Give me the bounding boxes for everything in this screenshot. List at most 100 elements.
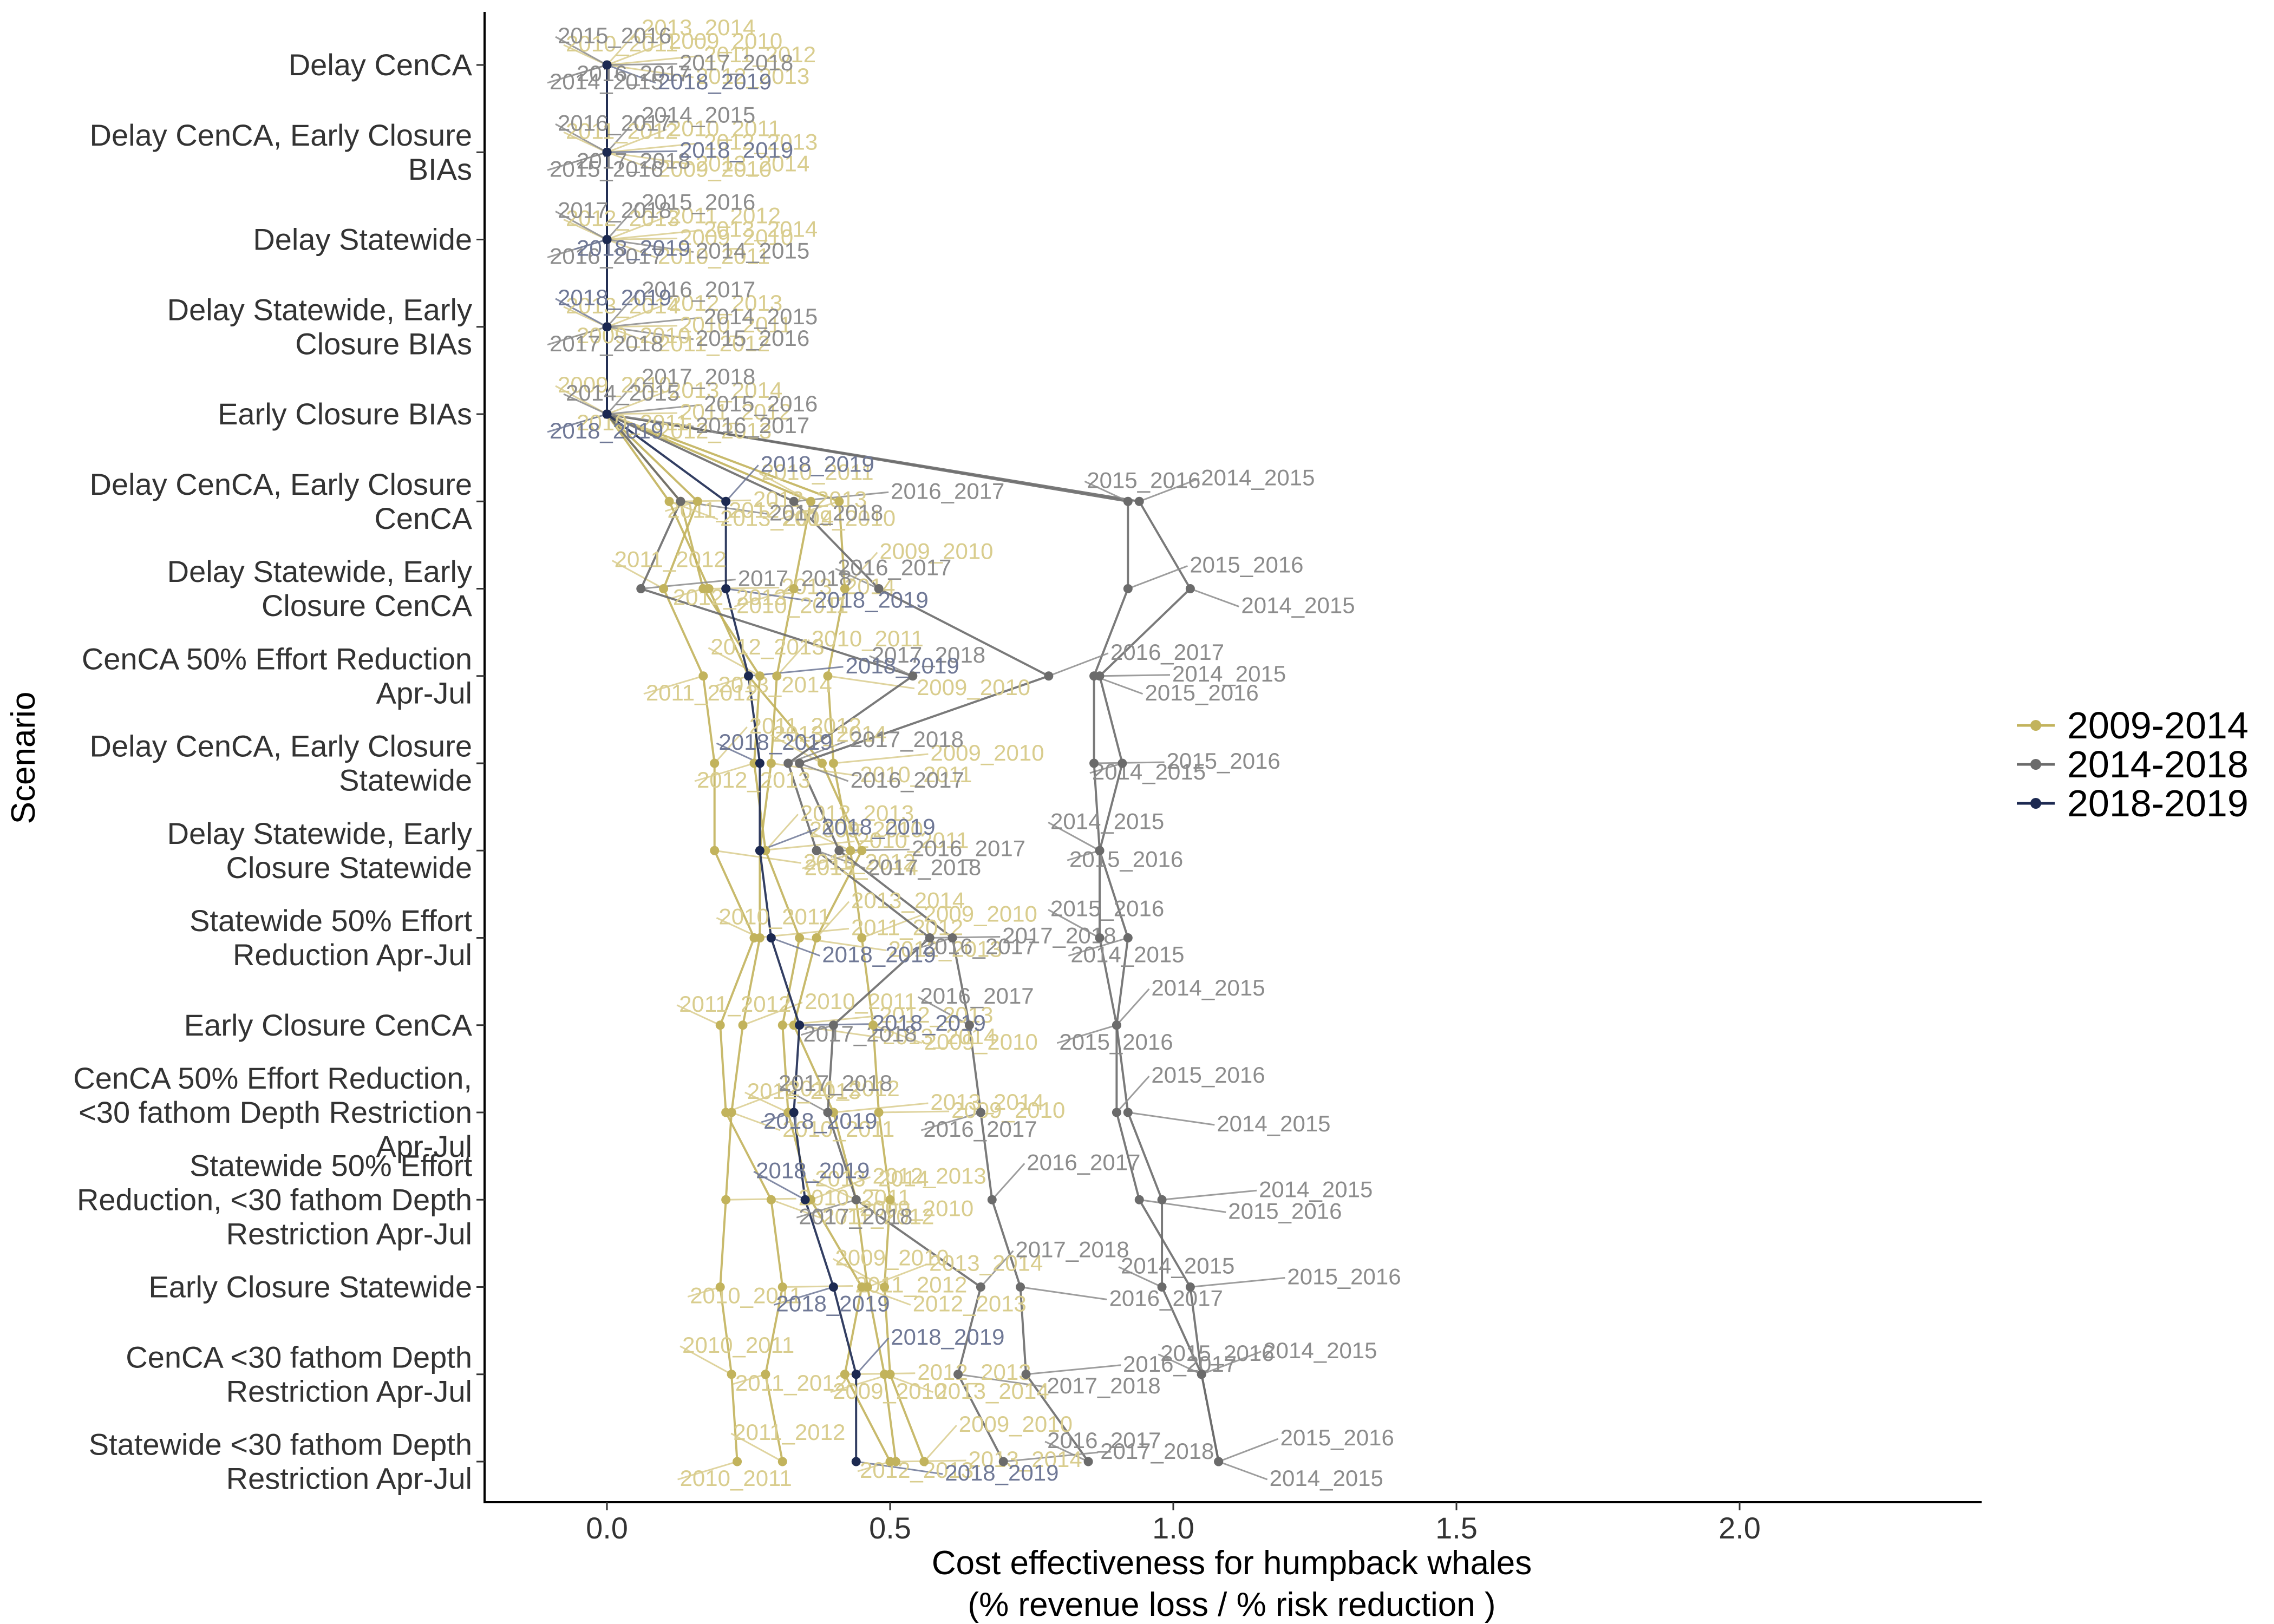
point-label: 2018_2019 [577, 235, 690, 261]
data-point [1095, 933, 1105, 942]
data-point [834, 846, 844, 855]
data-point [846, 846, 855, 855]
data-point [964, 1020, 974, 1030]
data-point [755, 846, 764, 855]
x-axis-title-line-2: (% revenue loss / % risk reduction ) [968, 1586, 1495, 1623]
data-point [828, 1282, 838, 1292]
label-leader [574, 239, 607, 250]
y-tick-label: Reduction Apr-Jul [233, 938, 472, 972]
point-label: 2016_2017 [920, 983, 1034, 1009]
y-tick-label: Statewide 50% Effort [190, 1148, 472, 1182]
label-leader [1128, 1111, 1215, 1126]
data-point [704, 584, 714, 593]
y-tick-label: Closure Statewide [226, 850, 472, 885]
point-label: 2013_2014 [929, 1250, 1043, 1276]
label-leader [734, 588, 794, 607]
y-tick-label: Delay CenCA [289, 48, 473, 82]
point-label: 2015_2016 [704, 391, 818, 416]
label-leader [879, 1110, 950, 1114]
label-leader [606, 326, 656, 346]
y-tick-label: Restriction Apr-Jul [226, 1374, 472, 1408]
label-leader [1116, 1075, 1150, 1114]
point-label: 2012_2013 [704, 129, 818, 154]
label-leader [555, 211, 607, 240]
data-point [710, 846, 720, 855]
data-point [880, 1370, 890, 1379]
y-tick-label: Statewide 50% Effort [190, 903, 472, 938]
point-label: 2018_2019 [718, 729, 832, 755]
point-label: 2010_2011 [718, 904, 831, 929]
data-point [1123, 933, 1133, 942]
point-label: 2014_2015 [1070, 942, 1184, 967]
data-point [721, 1195, 731, 1204]
label-leader [920, 1111, 981, 1131]
data-point [953, 1370, 963, 1379]
label-leader [770, 937, 820, 957]
label-leader [1020, 1286, 1107, 1300]
point-label: 2016_2017 [642, 277, 755, 302]
data-point [755, 671, 764, 681]
x-tick-label: 1.5 [1435, 1511, 1478, 1545]
label-leader [759, 827, 820, 852]
x-tick-label: 2.0 [1718, 1511, 1761, 1545]
label-leader [857, 1461, 891, 1472]
point-label: 2010_2011 [812, 626, 924, 651]
label-leader [606, 142, 702, 153]
data-point [851, 1457, 861, 1466]
point-label: 2016_2017 [838, 555, 951, 580]
point-label: 2009_2010 [658, 156, 772, 181]
label-leader [811, 1176, 871, 1201]
label-leader [833, 753, 929, 764]
point-label: 2015_2016 [1167, 748, 1280, 774]
label-leader [606, 377, 641, 415]
label-leader [606, 128, 667, 153]
data-point [795, 933, 805, 942]
data-point [789, 584, 799, 593]
data-point [828, 1020, 838, 1030]
point-label: 2012_2013 [669, 290, 782, 316]
data-point [602, 322, 612, 332]
point-label: 2009_2010 [809, 816, 923, 842]
point-label: 2012_2013 [888, 937, 1002, 962]
data-point [676, 496, 685, 506]
point-label: 2013_2014 [669, 377, 782, 403]
point-label: 2012_2013 [800, 800, 914, 826]
label-leader [793, 1024, 881, 1039]
data-point [715, 1282, 725, 1292]
data-point [987, 1195, 997, 1204]
label-leader [1139, 1199, 1226, 1213]
label-leader [1116, 988, 1150, 1026]
point-label: 2011_2012 [669, 203, 781, 228]
point-label: 2011_2012 [704, 42, 816, 67]
label-leader [606, 64, 656, 84]
y-tick-label: Early Closure Statewide [148, 1270, 472, 1304]
label-leader [807, 829, 851, 852]
legend-label: 2009-2014 [2067, 704, 2249, 746]
point-label: 2011_2012 [615, 547, 727, 572]
point-label: 2011_2012 [733, 1419, 845, 1445]
label-leader [1067, 849, 1100, 861]
data-point [891, 1457, 900, 1466]
label-leader [1127, 565, 1188, 590]
label-leader [606, 63, 678, 66]
data-point [1123, 584, 1133, 593]
data-point [800, 1195, 810, 1204]
label-leader [555, 298, 607, 328]
label-leader [606, 41, 667, 66]
point-label: 2013_2014 [968, 1446, 1082, 1472]
y-tick-label: Closure CenCA [262, 588, 473, 623]
point-label: 2015_2016 [1050, 896, 1164, 921]
label-leader [606, 325, 678, 328]
data-point [1044, 671, 1054, 681]
point-label: 2009_2010 [959, 1411, 1073, 1437]
label-leader [782, 1285, 853, 1288]
point-label: 2016_2017 [851, 767, 964, 793]
point-label: 2014_2015 [1050, 808, 1164, 834]
label-leader [1025, 1364, 1121, 1376]
x-tick-labels: 0.0 0.5 1.0 1.5 2.0 [586, 1502, 1761, 1545]
label-leader [815, 901, 850, 939]
point-label: 2011_2012 [749, 713, 861, 738]
data-point [976, 1282, 985, 1292]
data-point [733, 1457, 742, 1466]
label-leader [606, 238, 678, 240]
